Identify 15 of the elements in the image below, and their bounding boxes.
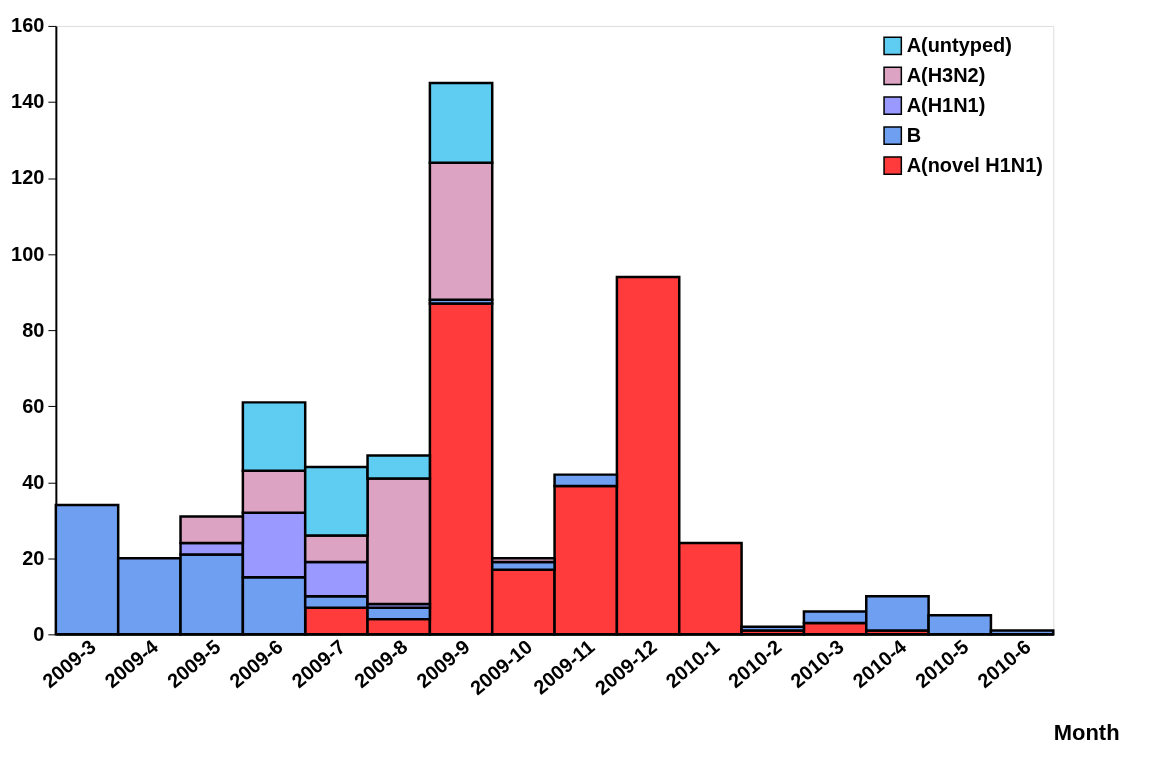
y-tick-label: 0 (33, 622, 45, 645)
y-tick-label: 60 (22, 394, 45, 417)
x-axis-title: Month (1053, 719, 1120, 745)
legend-label: A(untyped) (906, 33, 1012, 56)
y-tick-label: 100 (11, 242, 45, 265)
y-tick-label: 80 (22, 318, 45, 341)
legend-label: A(H3N2) (906, 63, 986, 86)
y-tick-label: 20 (22, 546, 45, 569)
legend-label: A(H1N1) (906, 93, 986, 116)
y-tick-label: 160 (11, 14, 45, 37)
legend-label: A(novel H1N1) (906, 153, 1043, 176)
y-tick-label: 120 (11, 166, 45, 189)
y-tick-label: 140 (11, 90, 45, 113)
y-tick-label: 40 (22, 470, 45, 493)
legend-label: B (906, 123, 922, 146)
